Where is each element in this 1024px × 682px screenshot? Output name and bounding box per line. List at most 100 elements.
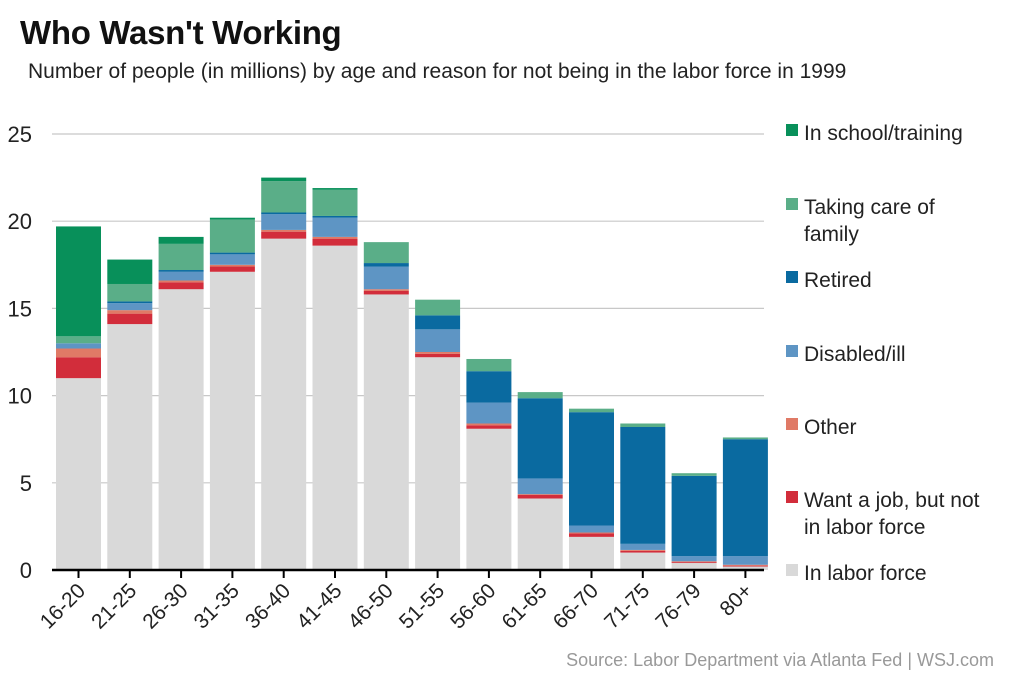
chart-title: Who Wasn't Working — [20, 14, 342, 51]
legend-swatch — [786, 418, 798, 430]
legend-label: Taking care of — [804, 196, 935, 219]
bar-segment — [363, 242, 409, 264]
bar-segment — [671, 562, 717, 564]
bar-segment — [620, 550, 666, 553]
legend-swatch — [786, 564, 798, 576]
bar-segment — [466, 423, 512, 426]
x-axis-ticks: 16-2021-2526-3031-3536-4041-4546-5051-55… — [36, 570, 757, 634]
bar-segment — [620, 552, 666, 570]
bar-segment — [466, 358, 512, 372]
bar-segment — [158, 280, 204, 283]
x-tick-label: 16-20 — [36, 579, 90, 633]
bar-segment — [107, 259, 153, 284]
legend-label: Retired — [804, 269, 872, 292]
y-tick-label: 25 — [8, 122, 32, 147]
bar-segment — [56, 343, 101, 349]
x-tick-label: 41-45 — [292, 579, 346, 633]
bar-segment — [722, 437, 768, 440]
bar-segment — [158, 243, 204, 271]
x-tick-label: 51-55 — [395, 579, 449, 633]
bar-segment — [517, 498, 563, 570]
bar-segment — [107, 324, 153, 570]
bar-segment — [363, 263, 409, 267]
legend-label: Disabled/ill — [804, 343, 906, 366]
bar-segment — [107, 301, 153, 304]
x-tick-label: 76-79 — [651, 579, 705, 633]
bar-segment — [722, 556, 768, 565]
bar-segment — [158, 236, 204, 244]
bar-segment — [722, 565, 768, 567]
source-note: Source: Labor Department via Atlanta Fed… — [566, 650, 994, 670]
x-tick-label: 56-60 — [446, 579, 500, 633]
bar-segment — [209, 252, 255, 255]
legend-label: In labor force — [804, 562, 927, 585]
bar-segment — [56, 348, 101, 358]
bar-segment — [620, 426, 666, 544]
bar-segment — [158, 270, 204, 272]
bar-segment — [415, 315, 461, 330]
bar-segment — [671, 561, 717, 563]
bar-segment — [261, 181, 307, 213]
bar-segment — [671, 563, 717, 570]
bar-segment — [363, 290, 409, 295]
bar-segment — [466, 371, 512, 403]
bar-segment — [158, 271, 204, 281]
bar-segment — [569, 532, 614, 534]
bar-segment — [569, 533, 614, 537]
bar-segment — [312, 238, 358, 246]
bar-segment — [312, 215, 358, 218]
bar-segment — [56, 226, 101, 337]
chart-subtitle: Number of people (in millions) by age an… — [28, 60, 847, 83]
bar-segment — [569, 536, 614, 570]
y-tick-label: 20 — [8, 209, 32, 234]
bar-segment — [415, 299, 461, 316]
legend-label: In school/training — [804, 122, 963, 145]
bar-segment — [158, 289, 204, 570]
legend: In school/training Taking care of family Re… — [786, 122, 980, 585]
legend-label: in labor force — [804, 516, 925, 539]
x-tick-label: 26-30 — [138, 579, 192, 633]
x-tick-label: 61-65 — [497, 579, 551, 633]
bar-segment — [261, 177, 307, 182]
bar-segment — [517, 495, 563, 499]
bar-segment — [312, 217, 358, 237]
bar-segment — [56, 357, 101, 379]
bar-segment — [312, 236, 358, 239]
legend-label: family — [804, 223, 859, 246]
x-tick-label: 21-25 — [87, 579, 141, 633]
bar-segment — [363, 289, 409, 291]
bar-segment — [209, 271, 255, 570]
bar-segment — [209, 266, 255, 272]
bar-segment — [466, 402, 512, 424]
bar-segment — [312, 245, 358, 570]
bar-segment — [671, 475, 717, 557]
bar-segment — [415, 357, 461, 570]
x-tick-label: 36-40 — [241, 579, 295, 633]
y-tick-label: 0 — [20, 558, 32, 583]
bar-segment — [107, 310, 153, 314]
x-tick-label: 71-75 — [600, 579, 654, 633]
legend-swatch — [786, 491, 798, 503]
bar-segment — [517, 494, 563, 496]
bar-segment — [415, 353, 461, 358]
x-tick-label: 80+ — [715, 579, 756, 620]
bar-segment — [107, 283, 153, 302]
legend-swatch — [786, 345, 798, 357]
bar-segment — [107, 303, 153, 311]
bar-segment — [312, 189, 358, 216]
bar-segment — [569, 525, 614, 533]
bar-segment — [209, 219, 255, 253]
bar-segment — [363, 266, 409, 290]
bar-segment — [415, 329, 461, 352]
bar-segment — [466, 428, 512, 570]
bar-segment — [722, 566, 768, 570]
bar-segment — [466, 425, 512, 429]
bar-segment — [209, 217, 255, 220]
bar-segment — [56, 336, 101, 344]
bar-segment — [620, 549, 666, 551]
bar-segment — [158, 282, 204, 290]
legend-swatch — [786, 124, 798, 136]
bar-segment — [722, 439, 768, 557]
x-tick-label: 46-50 — [344, 579, 398, 633]
bar-segment — [261, 212, 307, 215]
